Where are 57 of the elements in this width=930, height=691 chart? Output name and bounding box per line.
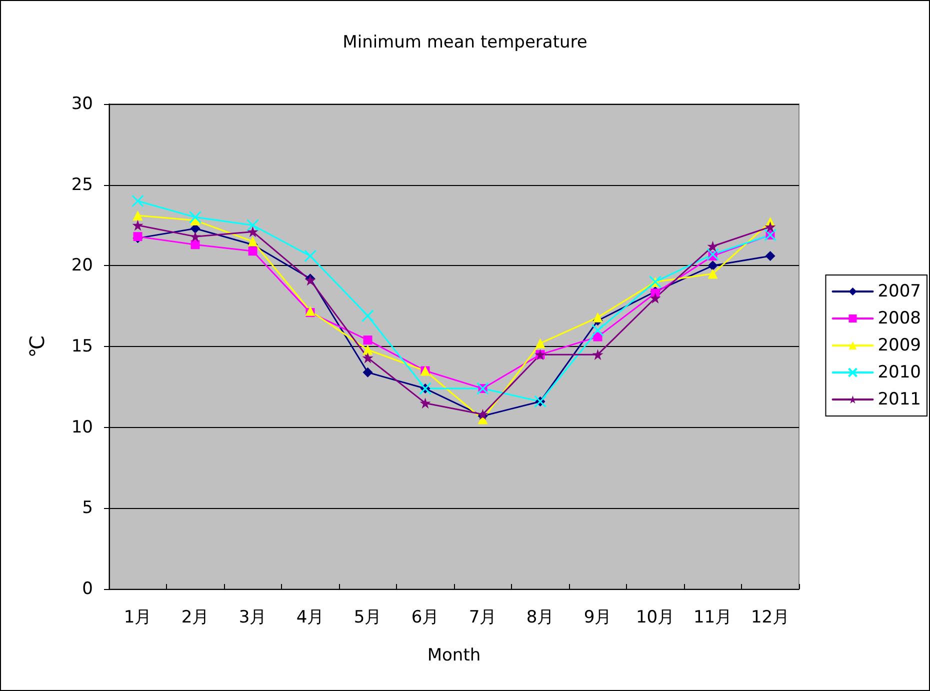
x-tick-label: 6月 xyxy=(411,608,440,628)
point xyxy=(650,292,661,304)
point xyxy=(765,250,776,261)
x-tick-label: 12月 xyxy=(750,608,790,628)
point xyxy=(708,268,718,279)
y-tick-label: 20 xyxy=(71,256,93,276)
chart-title: Minimum mean temperature xyxy=(342,32,588,52)
x-tick-label: 3月 xyxy=(238,608,267,628)
point xyxy=(190,240,200,250)
point xyxy=(708,260,718,271)
y-tick-label: 0 xyxy=(82,579,93,599)
legend-label: 2010 xyxy=(878,362,921,382)
point xyxy=(362,352,374,364)
y-tick-label: 25 xyxy=(71,174,93,195)
point xyxy=(764,221,776,232)
point xyxy=(592,349,604,360)
x-tick-label: 8月 xyxy=(526,608,554,628)
legend-label: 2011 xyxy=(878,390,921,410)
x-tick-label: 10月 xyxy=(636,608,675,628)
y-tick-label: 5 xyxy=(82,498,93,518)
y-tick-label: 30 xyxy=(71,94,93,114)
x-tick-label: 5月 xyxy=(354,608,382,628)
x-tick-label: 11月 xyxy=(693,608,732,628)
x-tick-label: 4月 xyxy=(296,608,324,628)
legend-label: 2008 xyxy=(878,308,921,328)
legend-label: 2009 xyxy=(878,336,921,356)
point xyxy=(304,250,316,262)
x-tick-label: 7月 xyxy=(468,608,497,628)
point xyxy=(535,338,546,348)
point xyxy=(132,194,144,208)
point xyxy=(189,210,202,224)
point xyxy=(707,240,718,252)
x-tick-label: 2月 xyxy=(181,608,210,628)
point xyxy=(248,246,258,256)
point xyxy=(132,210,143,221)
point xyxy=(477,408,488,420)
point xyxy=(247,226,258,238)
point xyxy=(420,398,431,409)
point xyxy=(592,324,604,337)
x-tick-label: 1月 xyxy=(124,608,152,628)
point xyxy=(362,367,373,378)
point xyxy=(305,306,316,316)
x-axis-title: Month xyxy=(427,646,481,666)
y-axis-title: ℃ xyxy=(25,335,49,358)
point xyxy=(248,236,258,246)
legend-label: 2007 xyxy=(878,282,921,302)
point xyxy=(363,336,372,345)
x-tick-label: 9月 xyxy=(584,608,612,628)
point xyxy=(592,312,603,322)
y-tick-label: 15 xyxy=(71,336,93,356)
point xyxy=(362,344,373,355)
point xyxy=(190,231,201,242)
point xyxy=(706,248,719,261)
y-tick-label: 10 xyxy=(71,417,93,438)
point xyxy=(132,220,144,231)
point xyxy=(246,219,259,232)
point xyxy=(362,310,374,322)
